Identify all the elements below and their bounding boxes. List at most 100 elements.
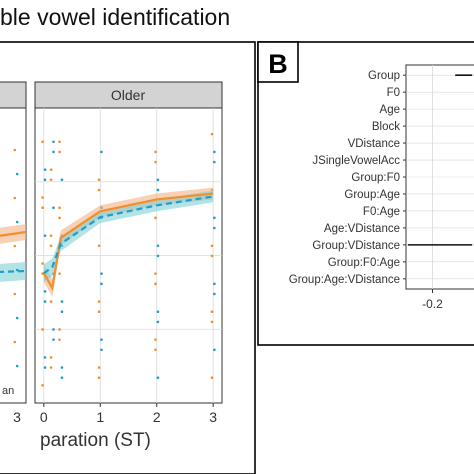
observation-point xyxy=(58,150,61,154)
observation-point xyxy=(58,206,61,210)
left-facet-plot xyxy=(0,107,27,404)
observation-point xyxy=(213,292,216,296)
panel-b-x-axis: -0.2 xyxy=(422,289,443,311)
observation-point xyxy=(156,254,160,258)
b-term-label: Block xyxy=(372,121,400,133)
panel-b-term-labels: Group F0 Age Block VDistance JSingleVowelAcc G… xyxy=(289,70,406,286)
observation-point xyxy=(97,188,101,192)
left-observation-point xyxy=(15,364,19,368)
observation-point xyxy=(156,310,160,314)
observation-point xyxy=(60,178,64,182)
observation-point xyxy=(41,196,44,199)
observation-point xyxy=(97,366,101,369)
observation-point xyxy=(58,328,61,331)
observation-point xyxy=(43,168,47,171)
older-series-lines xyxy=(42,192,214,292)
older-facet-label: Older xyxy=(111,87,146,103)
observation-point xyxy=(43,234,47,237)
b-term-label: Age xyxy=(380,104,400,116)
x-axis-label: paration (ST) xyxy=(40,430,151,451)
older-x-tick-label: 1 xyxy=(96,409,104,425)
observation-point xyxy=(41,262,44,265)
b-term-label: Group:Age:VDistance xyxy=(289,274,400,286)
older-x-tick-label: 3 xyxy=(209,409,217,425)
observation-point xyxy=(213,150,216,154)
observation-point xyxy=(100,282,103,286)
left-observation-point xyxy=(13,292,17,296)
series-line-2 xyxy=(43,195,214,275)
older-x-tick-label: 2 xyxy=(153,409,161,425)
panel-b-border xyxy=(257,41,474,346)
left-observation-point xyxy=(13,196,17,200)
left-observation-point xyxy=(13,244,17,248)
left-observation-point xyxy=(13,340,17,344)
observation-point xyxy=(213,282,216,286)
observation-point xyxy=(52,140,55,144)
observation-point xyxy=(60,300,64,303)
observation-point xyxy=(58,272,61,275)
observation-point xyxy=(210,244,214,248)
observation-point xyxy=(52,328,55,331)
observation-point xyxy=(156,178,160,182)
observation-point xyxy=(156,188,160,192)
observation-point xyxy=(213,348,216,352)
observation-point xyxy=(43,366,47,369)
left-facet-content xyxy=(0,148,27,368)
b-term-label: Age:VDistance xyxy=(324,223,400,235)
observation-point xyxy=(97,310,101,314)
observation-point xyxy=(154,272,157,275)
observation-point xyxy=(41,384,44,387)
observation-point xyxy=(43,178,47,182)
observation-point xyxy=(154,282,157,286)
left-observation-point xyxy=(15,316,19,320)
observation-point xyxy=(60,366,64,369)
observation-point xyxy=(97,244,101,248)
left-facet-tick-label: 3 xyxy=(13,409,21,425)
panel-b-intervals xyxy=(407,74,473,246)
observation-point xyxy=(52,206,55,210)
observation-point xyxy=(156,376,160,379)
observation-point xyxy=(210,310,214,314)
observation-point xyxy=(154,216,157,220)
observation-point xyxy=(97,300,101,303)
observation-point xyxy=(100,150,103,154)
observation-point xyxy=(213,226,216,230)
observation-point xyxy=(97,376,101,379)
observation-point xyxy=(43,356,47,359)
left-facet-strip xyxy=(0,81,27,109)
older-facet-strip xyxy=(34,81,223,109)
observation-point xyxy=(41,328,44,331)
left-observation-point xyxy=(15,268,19,272)
observation-point xyxy=(49,234,53,237)
observation-point xyxy=(154,160,157,164)
panel-a-border xyxy=(0,41,256,474)
observation-point xyxy=(43,300,47,303)
observation-point xyxy=(100,338,103,341)
left-observation-point xyxy=(13,148,17,152)
observation-point xyxy=(213,216,216,220)
observation-point xyxy=(100,348,103,352)
observation-point xyxy=(60,376,64,379)
observation-point xyxy=(154,150,157,154)
series-ribbon-1 xyxy=(43,187,214,297)
panel-b-label: B xyxy=(268,49,288,79)
observation-point xyxy=(49,178,53,182)
observation-point xyxy=(43,290,47,293)
observation-point xyxy=(52,150,55,154)
b-term-label: Group:Age xyxy=(344,189,400,201)
observation-point xyxy=(154,338,157,341)
panel-b-label-box xyxy=(257,41,299,83)
left-series-line-2 xyxy=(0,269,27,274)
observation-point xyxy=(58,140,61,144)
observation-point xyxy=(156,244,160,248)
b-term-label: Group:F0:Age xyxy=(328,257,400,269)
observation-point xyxy=(49,244,53,248)
observation-point xyxy=(49,168,53,171)
b-term-label: VDistance xyxy=(348,138,400,150)
series-line-1 xyxy=(42,192,214,292)
legend-fragment: an xyxy=(2,385,14,397)
b-term-label: JSingleVowelAcc xyxy=(312,155,400,167)
left-series-line-1 xyxy=(0,230,27,237)
figure-title: ble vowel identification xyxy=(0,4,231,30)
observation-point xyxy=(49,356,53,359)
